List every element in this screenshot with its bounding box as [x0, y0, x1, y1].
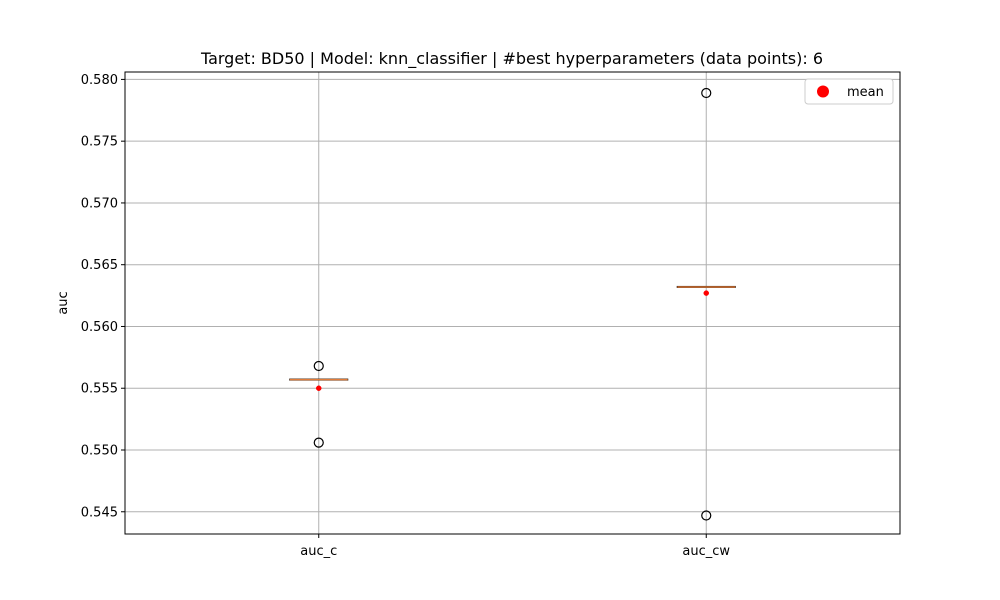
- plot-frame: [124, 71, 901, 535]
- y-tick-label: 0.550: [81, 444, 118, 459]
- outlier-point: [701, 510, 712, 521]
- chart-title: Target: BD50 | Model: knn_classifier | #…: [200, 49, 823, 69]
- y-tick-label: 0.575: [81, 135, 118, 150]
- box-auc_c: [289, 360, 349, 448]
- legend-mean-marker: [817, 85, 829, 98]
- y-tick-label: 0.580: [81, 73, 118, 88]
- legend: mean: [804, 78, 894, 105]
- y-tick-label: 0.565: [81, 258, 118, 273]
- legend-mean-label: mean: [847, 85, 884, 100]
- outlier-point: [313, 360, 324, 372]
- y-tick-label: 0.545: [81, 505, 118, 520]
- x-axis-ticks: auc_c auc_cw: [300, 534, 730, 559]
- x-tick-label: auc_cw: [682, 544, 730, 559]
- mean-marker: [316, 385, 322, 391]
- y-axis-label: auc: [56, 291, 71, 314]
- outlier-point: [313, 437, 324, 448]
- y-tick-label: 0.555: [81, 382, 118, 397]
- mean-marker: [703, 290, 709, 296]
- grid-lines: [125, 72, 900, 534]
- y-tick-label: 0.560: [81, 320, 118, 335]
- outlier-point: [701, 87, 712, 99]
- legend-box: [804, 78, 894, 105]
- y-tick-label: 0.570: [81, 196, 118, 211]
- y-axis-ticks: 0.545 0.550 0.555 0.560 0.565 0.570 0.575 0.580: [81, 73, 125, 520]
- box-auc_cw: [676, 87, 736, 521]
- box-plots: [289, 87, 736, 521]
- x-tick-label: auc_c: [300, 544, 337, 559]
